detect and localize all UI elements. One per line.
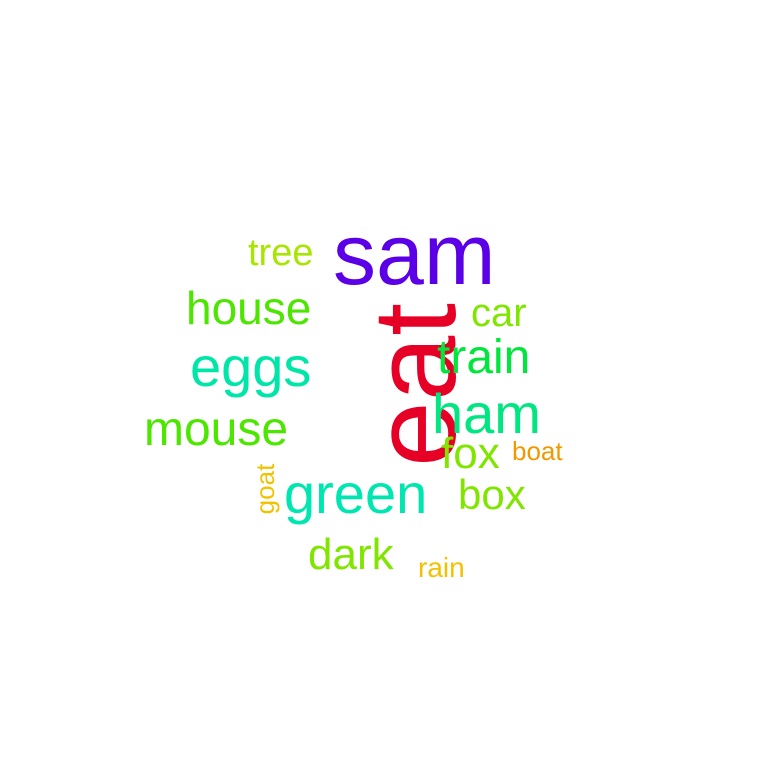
word-train: train [437,331,531,384]
word-green: green [284,462,428,525]
word-mouse: mouse [144,403,289,456]
word-eggs: eggs [190,335,312,398]
word-dark: dark [308,530,394,579]
word-rain: rain [418,552,465,583]
word-tree: tree [248,232,314,274]
word-fox: fox [441,429,500,478]
word-car: car [471,291,527,335]
word-ham: ham [432,382,541,445]
word-house: house [186,282,312,334]
word-sam: sam [333,207,496,303]
word-box: box [458,471,526,518]
word-boat: boat [512,436,563,466]
word-goat: goat [250,463,280,515]
